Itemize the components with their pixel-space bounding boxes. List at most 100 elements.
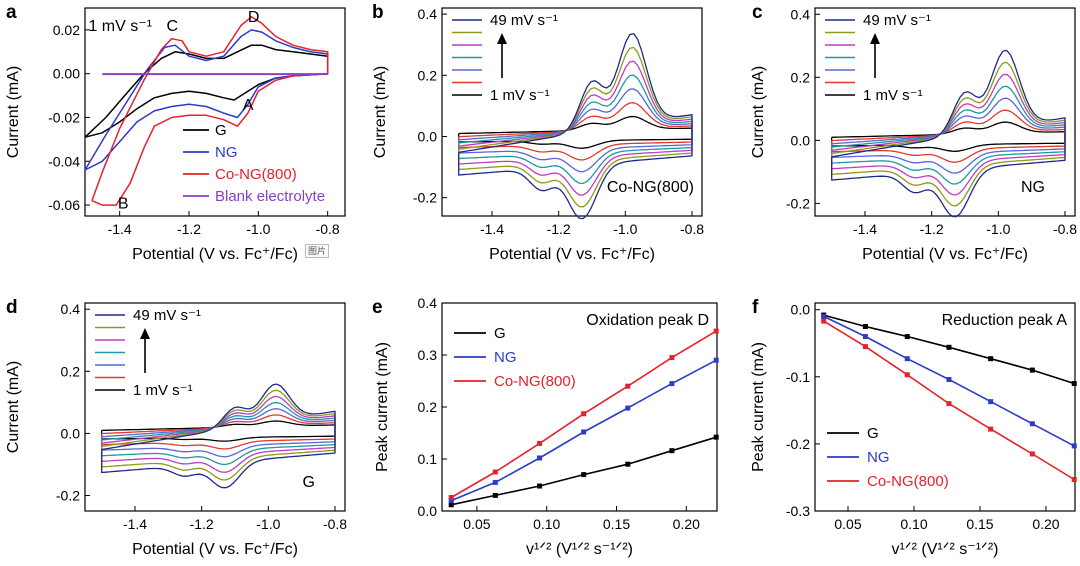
data-point [537,440,543,446]
data-point [537,483,543,489]
data-point [946,376,952,382]
y-tick-label: -0.2 [786,195,810,211]
y-axis-label: Current (mA) [750,66,767,158]
y-tick-label: -0.2 [413,190,437,206]
data-point [448,502,454,508]
x-tick-label: -0.8 [1053,221,1077,237]
legend-label: NG [494,349,517,366]
data-point [862,323,868,329]
cv-scan-rate-curve [831,49,1066,218]
x-axis-label: Potential (V vs. Fc⁺/Fc) [132,541,298,558]
x-tick-label: 0.15 [966,516,993,532]
cv-curve-CoNG [91,16,329,206]
data-point [625,405,631,411]
y-tick-label: 0.0 [418,128,438,144]
y-tick-label: -0.2 [786,436,810,452]
x-tick-label: -1.4 [108,221,132,237]
y-axis-label: Current (mA) [5,361,22,453]
x-tick-label: -1.4 [123,516,147,532]
x-axis-label: v¹ᐟ² (V¹ᐟ² s⁻¹ᐟ²) [892,541,999,558]
y-tick-label: 0.2 [61,363,81,379]
x-tick-label: -1.0 [613,221,637,237]
data-point [1029,367,1035,373]
legend-label: Co-NG(800) [867,473,949,490]
data-point [988,356,994,362]
data-point [1029,421,1035,427]
data-point [448,494,454,500]
x-tick-label: -1.2 [547,221,571,237]
y-tick-label: -0.3 [786,503,810,519]
x-tick-label: 0.15 [603,516,630,532]
legend-label: Co-NG(800) [215,166,297,183]
sample-label: G [303,474,315,491]
data-point [625,383,631,389]
arrow-head [870,33,880,44]
data-point [581,429,587,435]
panel-c-letter: c [752,2,763,23]
plot-frame [814,302,1076,512]
x-tick-label: 0.10 [533,516,560,532]
arrow-head [140,328,150,339]
y-tick-label: -0.02 [48,109,80,125]
y-axis-label: Current (mA) [372,66,389,158]
peak-annotation: D [248,9,260,26]
data-point [821,313,827,319]
y-tick-label: 0.0 [791,302,811,318]
x-tick-label: 0.20 [1032,516,1059,532]
y-axis-label: Current (mA) [5,66,22,158]
data-point [904,356,910,362]
y-tick-label: 0.00 [53,66,80,82]
data-point [669,448,675,454]
x-tick-label: 0.05 [834,516,861,532]
data-point [904,334,910,340]
scan-rate-bottom-label: 1 mV s⁻¹ [490,87,550,104]
data-point [946,344,952,350]
y-tick-label: 0.0 [791,132,811,148]
x-tick-label: 0.20 [673,516,700,532]
scan-rate-bottom-label: 1 mV s⁻¹ [863,87,923,104]
data-point [862,344,868,350]
plot-frame [84,7,346,217]
x-tick-label: -0.8 [323,516,347,532]
data-point [669,381,675,387]
data-point [988,426,994,432]
x-tick-label: -1.2 [920,221,944,237]
panel-f-letter: f [752,297,759,318]
panel-c: c -1.4 -1.2 -1.0 -0.8 -0.2 0.0 0.2 0.4 Potential … [750,2,1077,263]
x-tick-label: -1.4 [480,221,504,237]
peak-annotation: A [243,97,254,114]
y-tick-label: 0.4 [418,295,438,311]
peak-annotation: B [118,195,129,212]
y-tick-label: 0.2 [791,69,811,85]
panel-b-letter: b [372,2,384,23]
arrow-head [497,33,507,44]
data-point [862,334,868,340]
data-point [492,492,498,498]
x-tick-label: -1.0 [246,221,270,237]
data-point [492,479,498,485]
legend-label: G [867,425,879,442]
cv-scan-rate-curve [458,32,693,220]
panel-f: f 0.05 0.10 0.15 0.20 -0.3 -0.2 -0.1 0.0 v¹ᐟ² (V¹… [750,297,1077,558]
data-point [713,434,719,440]
data-point [581,472,587,478]
data-point [713,328,719,334]
panel-a: a -1.4 -1.2 -1.0 -0.8 -0.06 -0.04 -0.02 0.00 0.02… [5,2,346,263]
scan-rate-top-label: 49 mV s⁻¹ [133,307,201,324]
legend-label: NG [215,144,238,161]
y-tick-label: 0.0 [418,503,438,519]
data-point [448,498,454,504]
data-point [669,355,675,361]
data-point [625,461,631,467]
x-tick-label: -1.4 [853,221,877,237]
x-tick-label: -0.8 [680,221,704,237]
y-tick-label: -0.06 [48,197,80,213]
data-point [946,401,952,407]
data-point [1071,476,1077,482]
panel-d-letter: d [6,297,18,318]
data-point [581,411,587,417]
y-axis-label: Peak current (mA) [750,342,767,472]
sample-label: NG [1021,179,1045,196]
x-tick-label: 0.05 [463,516,490,532]
